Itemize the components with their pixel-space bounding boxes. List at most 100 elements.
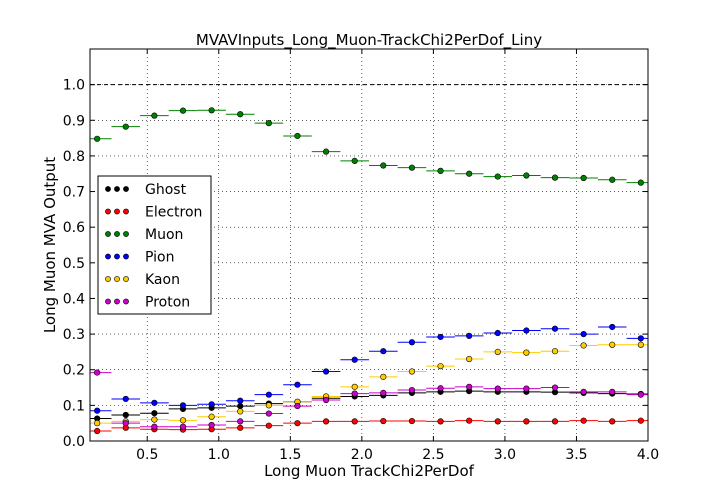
data-point xyxy=(122,123,129,130)
chart-title: MVAVInputs_Long_Muon-TrackChi2PerDof_Lin… xyxy=(196,31,542,50)
x-tick-label: 1.5 xyxy=(279,447,301,463)
data-point xyxy=(637,391,644,398)
data-point xyxy=(580,342,587,349)
data-point xyxy=(609,341,616,348)
data-point xyxy=(380,417,387,425)
y-tick-label: 0.0 xyxy=(63,434,85,450)
data-point xyxy=(580,330,587,338)
data-point xyxy=(551,325,559,332)
data-point xyxy=(294,420,301,427)
y-axis-label: Long Muon MVA Output xyxy=(41,157,59,333)
data-point xyxy=(637,417,644,424)
data-point xyxy=(523,385,530,392)
data-point xyxy=(351,390,358,397)
data-point xyxy=(294,381,301,388)
data-point xyxy=(179,402,187,409)
y-tick-label: 0.6 xyxy=(63,220,85,236)
data-point xyxy=(466,170,473,177)
legend-box xyxy=(97,175,212,315)
data-point xyxy=(94,369,101,376)
y-tick-label: 0.9 xyxy=(63,113,85,129)
x-tick-label: 0.5 xyxy=(136,447,158,463)
data-point xyxy=(494,418,501,425)
data-point xyxy=(408,368,416,375)
y-tick-label: 0.4 xyxy=(63,291,85,307)
legend: Ghost Electron Muon Pion Kaon Proton xyxy=(97,175,212,315)
legend-marker xyxy=(105,208,111,215)
data-point xyxy=(208,107,215,114)
data-point xyxy=(351,383,358,390)
data-point xyxy=(322,418,330,425)
data-point xyxy=(322,396,330,404)
legend-marker xyxy=(105,276,111,282)
data-point xyxy=(351,157,358,164)
data-point xyxy=(437,418,444,425)
data-point xyxy=(208,401,215,408)
data-point xyxy=(551,174,559,181)
data-point xyxy=(122,395,129,403)
legend-marker xyxy=(114,208,120,215)
data-point xyxy=(609,176,616,183)
data-point xyxy=(265,402,272,409)
legend-marker xyxy=(123,276,129,282)
data-point xyxy=(94,407,101,414)
data-point xyxy=(265,120,272,127)
legend-marker xyxy=(123,231,129,237)
data-point xyxy=(609,323,616,331)
data-point xyxy=(408,386,416,394)
data-point xyxy=(322,148,330,155)
ticks: 0.5 1.0 1.5 2.0 2.5 3.0 3.5 4.0 0.0 0.1 0.2 0.3 0.4 0… xyxy=(63,49,659,463)
data-point xyxy=(408,164,416,171)
data-point xyxy=(523,172,530,179)
series-proton xyxy=(90,369,648,430)
x-tick-label: 2.5 xyxy=(422,447,444,463)
data-point xyxy=(151,416,158,423)
legend-item-proton: Proton xyxy=(105,295,190,311)
y-tick-label: 0.8 xyxy=(63,149,85,165)
x-tick-label: 3.0 xyxy=(494,447,516,463)
data-point xyxy=(151,112,158,119)
series-muon xyxy=(90,107,648,186)
data-point xyxy=(523,418,530,425)
legend-marker xyxy=(114,231,120,237)
data-point xyxy=(322,368,330,375)
legend-marker xyxy=(114,298,120,305)
legend-marker xyxy=(114,276,120,282)
data-point xyxy=(437,167,444,174)
legend-item-muon: Muon xyxy=(105,227,183,243)
legend-marker xyxy=(105,231,111,237)
data-point xyxy=(208,413,215,420)
legend-item-kaon: Kaon xyxy=(105,272,180,288)
legend-label: Ghost xyxy=(145,182,187,198)
data-point xyxy=(351,418,358,425)
data-point xyxy=(237,402,244,410)
data-point xyxy=(265,410,272,417)
legend-marker xyxy=(105,253,111,260)
legend-label: Proton xyxy=(145,295,190,311)
data-point xyxy=(380,373,387,380)
data-point xyxy=(94,135,101,142)
data-point xyxy=(494,348,501,356)
legend-marker xyxy=(123,253,129,260)
y-tick-label: 0.3 xyxy=(63,327,85,343)
x-tick-label: 4.0 xyxy=(637,447,659,463)
data-point xyxy=(494,329,501,337)
data-point xyxy=(380,389,387,396)
data-point xyxy=(151,423,158,430)
legend-marker xyxy=(123,186,129,192)
x-tick-label: 1.0 xyxy=(208,447,230,463)
series-kaon xyxy=(90,341,648,427)
data-point xyxy=(437,333,444,341)
data-point xyxy=(237,111,244,118)
data-point xyxy=(466,332,473,339)
data-point xyxy=(237,408,244,415)
legend-item-pion: Pion xyxy=(105,250,174,266)
legend-label: Electron xyxy=(145,205,202,221)
plot-frame xyxy=(89,48,649,442)
data-point xyxy=(437,385,444,392)
data-point xyxy=(151,399,158,406)
data-point xyxy=(466,417,473,424)
legend-marker xyxy=(105,186,111,192)
y-tick-label: 0.5 xyxy=(63,256,85,272)
